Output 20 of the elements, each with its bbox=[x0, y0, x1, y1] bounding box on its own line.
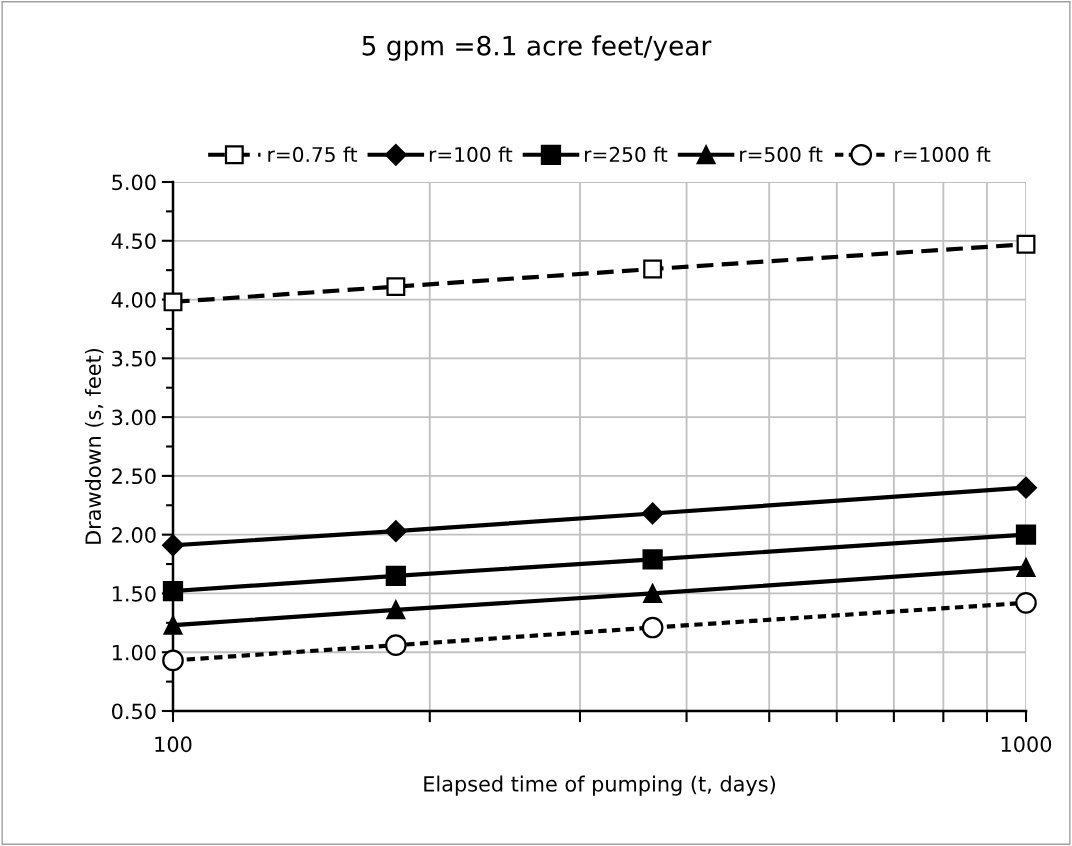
legend-label: r=0.75 ft bbox=[268, 146, 358, 163]
y-tick-label: 4.00 bbox=[111, 292, 156, 308]
x-axis-title: Elapsed time of pumping (t, days) bbox=[424, 775, 775, 796]
legend-label: r=100 ft bbox=[429, 146, 513, 163]
legend-label: r=250 ft bbox=[585, 146, 668, 163]
y-axis-title: Drawdown (s, feet) bbox=[84, 348, 104, 544]
y-tick-label: 5.00 bbox=[112, 174, 156, 191]
legend-label: r=1000 ft bbox=[895, 146, 991, 163]
x-tick-label: 100 bbox=[155, 736, 192, 753]
y-tick-label: 4.50 bbox=[111, 233, 156, 249]
y-tick-label: 3.50 bbox=[112, 350, 156, 367]
chart-title: 5 gpm =8.1 acre feet/year bbox=[362, 35, 712, 61]
y-tick-label: 1.00 bbox=[112, 644, 156, 661]
y-tick-label: 3.00 bbox=[112, 409, 156, 426]
x-tick-label: 1000 bbox=[1001, 736, 1052, 753]
y-tick-label: 2.50 bbox=[112, 468, 156, 485]
y-tick-label: 0.50 bbox=[112, 703, 156, 720]
y-tick-label: 2.00 bbox=[112, 527, 156, 543]
legend-label: r=500 ft bbox=[740, 146, 823, 163]
y-tick-label: 1.50 bbox=[112, 585, 156, 602]
